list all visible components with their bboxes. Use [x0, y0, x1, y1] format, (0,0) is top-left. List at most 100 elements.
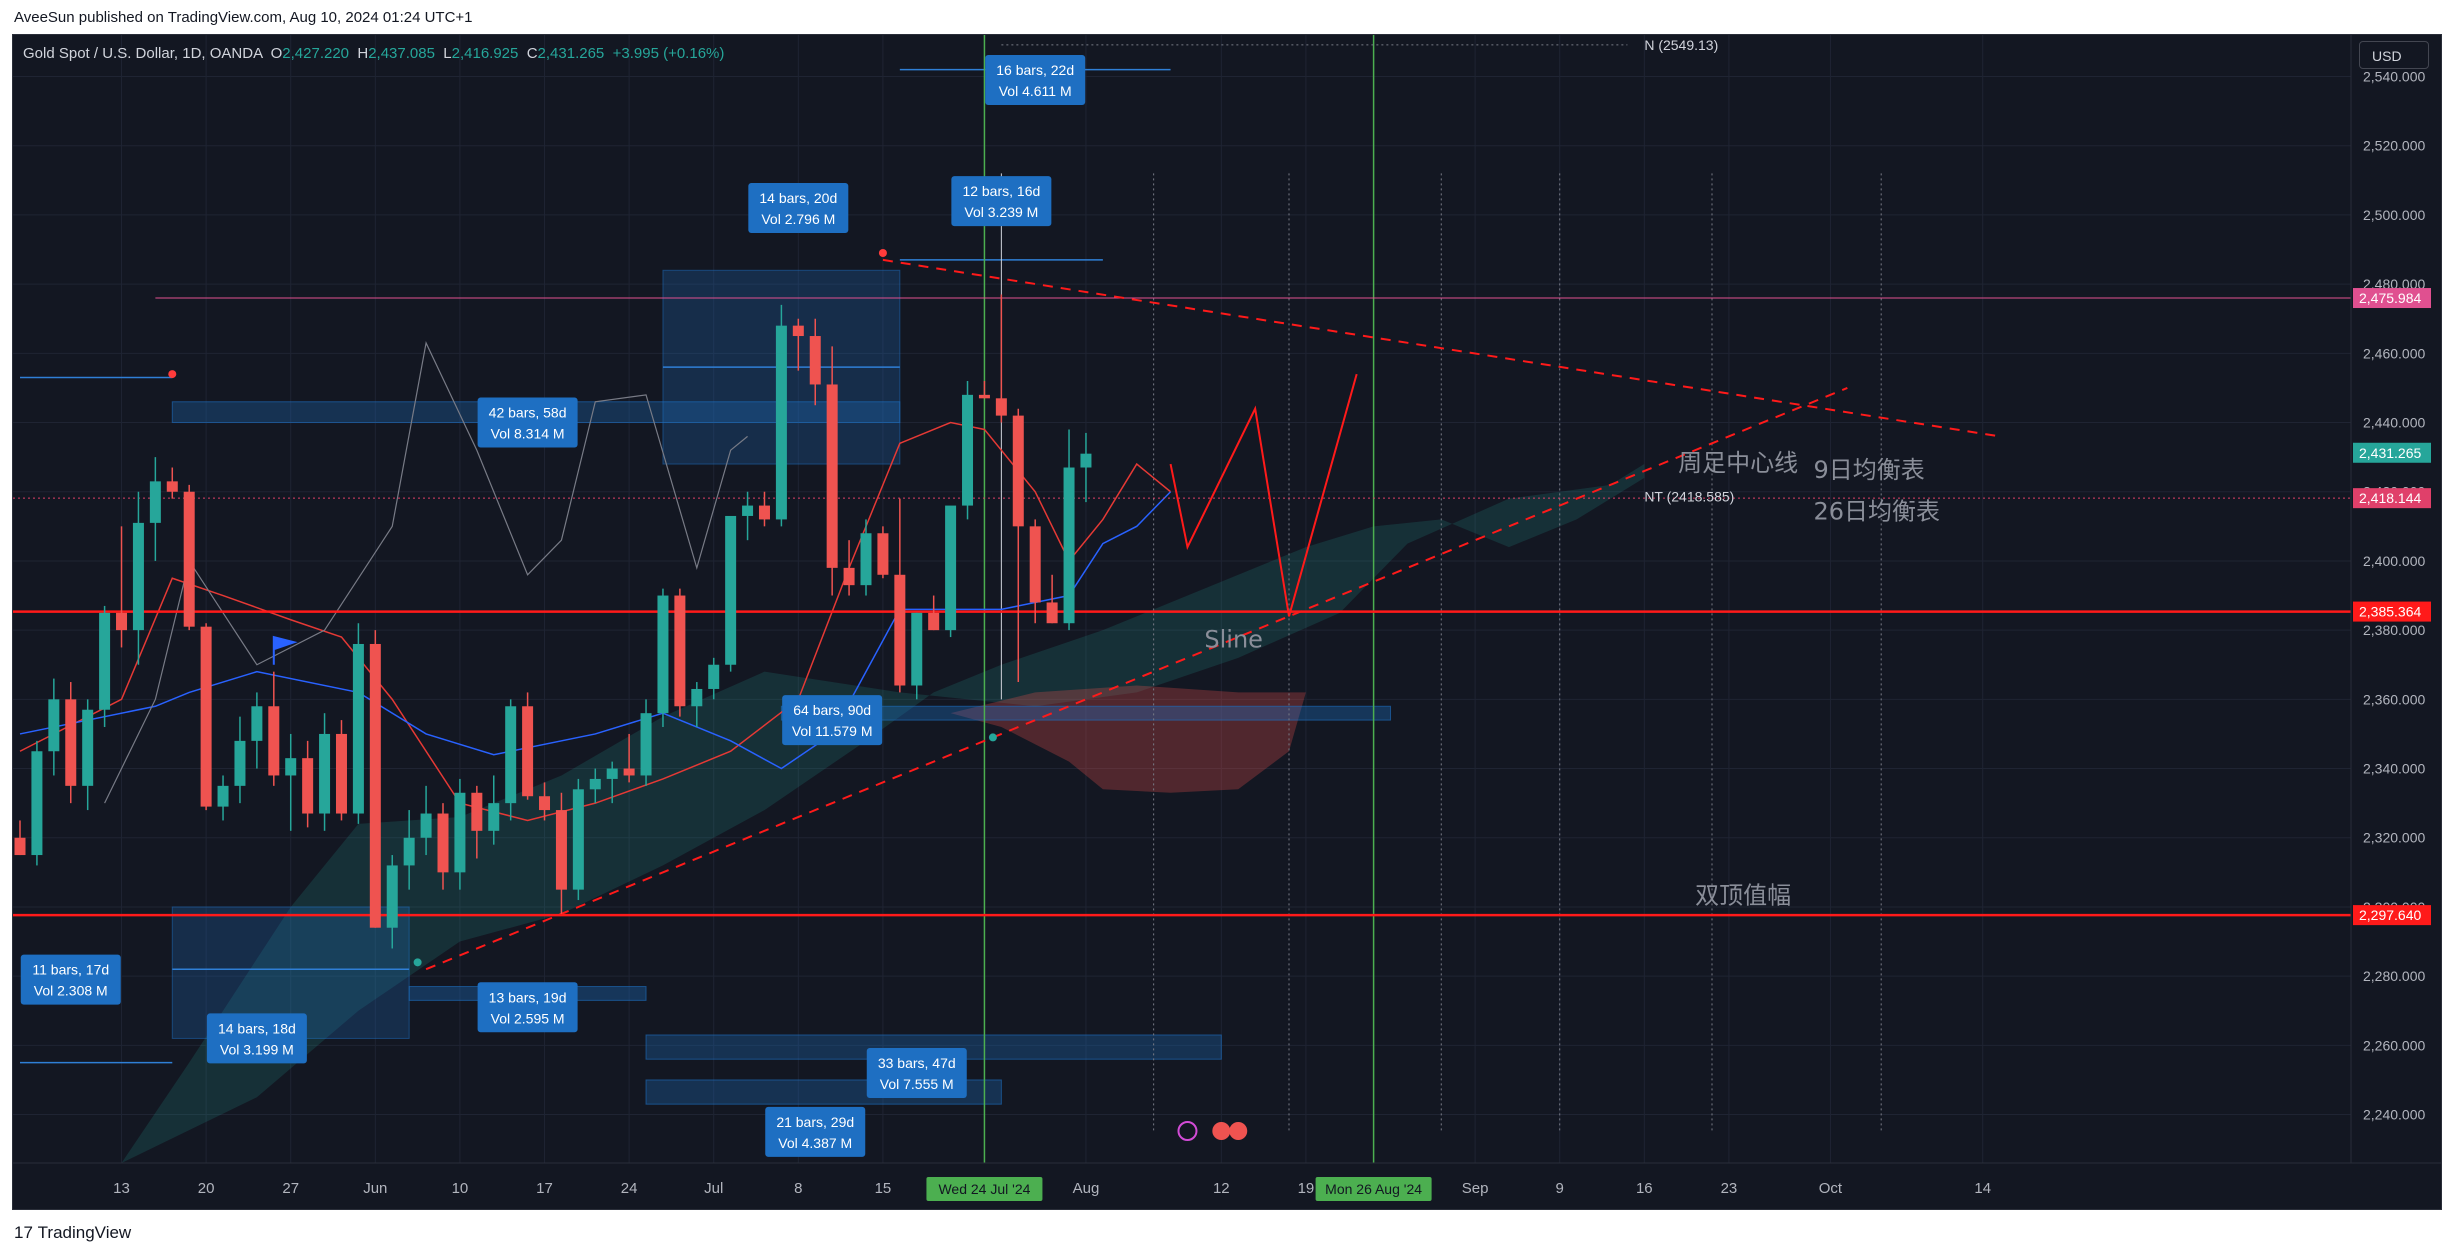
price-tick-label: 2,400.000: [2363, 553, 2425, 569]
candle-body: [657, 595, 669, 714]
current-price-tag: [2353, 442, 2431, 463]
low-label: L: [443, 45, 452, 62]
price-level-tag: [2353, 601, 2431, 622]
candle-body: [1029, 526, 1041, 603]
chart-annotation: 26日均衡表: [1814, 497, 1941, 525]
pivot-low-dot: [988, 733, 997, 742]
candle-body: [48, 699, 60, 752]
candle-body: [82, 709, 94, 786]
measure-box: [782, 695, 883, 746]
candle-body: [555, 810, 567, 890]
candle-body: [352, 643, 364, 814]
candle-body: [742, 505, 754, 516]
time-tick-label: 10: [452, 1180, 469, 1197]
candle-body: [674, 595, 686, 707]
candle-body: [1012, 415, 1024, 527]
price-tick-label: 2,260.000: [2363, 1037, 2425, 1053]
time-tick-label: 8: [794, 1180, 802, 1197]
price-tick-label: 2,500.000: [2363, 207, 2425, 223]
price-level-tag: [2353, 288, 2431, 309]
pivot-high-dot: [878, 248, 887, 257]
candle-body: [725, 515, 737, 665]
measure-box: [20, 954, 121, 1005]
tradingview-logo[interactable]: 17 TradingView: [14, 1223, 131, 1243]
candle-body: [860, 533, 872, 586]
time-tick-label: 20: [198, 1180, 215, 1197]
time-tick-label: 23: [1721, 1180, 1738, 1197]
candle-body: [589, 778, 601, 790]
candle-body: [945, 505, 957, 631]
time-tick-label: 14: [1974, 1180, 1991, 1197]
chart-panel[interactable]: 周足中心线 9日均衡表 26日均衡表 双顶值幅 Sline N (2549.13) NT (…: [12, 34, 2442, 1210]
price-tick-label: 2,320.000: [2363, 830, 2425, 846]
tenkan-line: [19, 421, 1172, 822]
flag-icon: [272, 635, 298, 665]
logo-mark: 17: [14, 1223, 33, 1242]
price-tick-label: 2,240.000: [2363, 1107, 2425, 1123]
close-value: 2,431.265: [537, 45, 605, 62]
price-axis: [2351, 35, 2441, 1209]
support-trendline: [425, 387, 1848, 971]
time-tick-label: 17: [536, 1180, 553, 1197]
measure-box-volume: Vol 2.308 M: [34, 983, 108, 999]
candle-body: [386, 865, 398, 928]
price-tick-label: 2,440.000: [2363, 415, 2425, 431]
candle-body: [978, 394, 990, 399]
time-tick-label: 12: [1213, 1180, 1230, 1197]
range-band: [645, 1034, 1222, 1060]
candle-body: [691, 688, 703, 707]
time-axis: [13, 1163, 2441, 1209]
measure-box-volume: Vol 3.239 M: [964, 204, 1038, 220]
measure-box: [985, 54, 1086, 105]
candle-body: [403, 837, 415, 866]
candle-body: [65, 699, 77, 786]
measure-box-volume: Vol 3.199 M: [220, 1041, 294, 1057]
open-label: O: [270, 45, 283, 62]
time-marker-tag: [926, 1177, 1043, 1201]
price-level-tag-text: 2,475.984: [2359, 290, 2421, 306]
candle-body: [335, 733, 347, 814]
measure-box-bars: 13 bars, 19d: [489, 989, 567, 1005]
candle-body: [166, 481, 178, 492]
level-text: N (2549.13): [1644, 37, 1718, 53]
candle-body: [708, 664, 720, 689]
measure-box-bars: 21 bars, 29d: [776, 1114, 854, 1130]
high-value: 2,437.085: [368, 45, 435, 62]
measure-box: [765, 1106, 866, 1157]
candle-body: [251, 706, 263, 741]
price-tick-label: 2,360.000: [2363, 691, 2425, 707]
candle-body: [200, 626, 212, 807]
level-text: NT (2418.585): [1644, 489, 1734, 505]
price-tick-label: 2,540.000: [2363, 69, 2425, 85]
measure-box-volume: Vol 2.595 M: [491, 1010, 565, 1026]
candle-body: [877, 533, 889, 575]
candle-body: [319, 733, 331, 814]
time-tick-label: Sep: [1462, 1180, 1489, 1197]
candle-body: [268, 706, 280, 776]
brand-text: TradingView: [37, 1223, 132, 1242]
candle-body: [1063, 467, 1075, 624]
candle-body: [522, 706, 534, 797]
candle-body: [234, 740, 246, 786]
measure-box-bars: 16 bars, 22d: [996, 62, 1074, 78]
open-value: 2,427.220: [282, 45, 350, 62]
candle-body: [843, 567, 855, 586]
candle-body: [911, 612, 923, 686]
price-level-tag: [2353, 905, 2431, 926]
measure-box-volume: Vol 4.611 M: [999, 83, 1072, 99]
projection-path: [1169, 373, 1358, 617]
us-flag-event-icon: [1229, 1122, 1248, 1140]
candle-body: [539, 796, 551, 811]
measure-box: [866, 1048, 967, 1099]
price-tick-label: 2,520.000: [2363, 138, 2425, 154]
published-header: AveeSun published on TradingView.com, Au…: [0, 0, 2455, 34]
candle-body: [471, 792, 483, 831]
chikou-line: [104, 341, 748, 804]
measure-box: [951, 176, 1052, 227]
candle-body: [572, 789, 584, 890]
candle-body: [1046, 602, 1058, 624]
pivot-high-dot: [168, 370, 177, 379]
pivot-low-dot: [413, 958, 422, 967]
currency-button[interactable]: USD: [2359, 41, 2429, 69]
